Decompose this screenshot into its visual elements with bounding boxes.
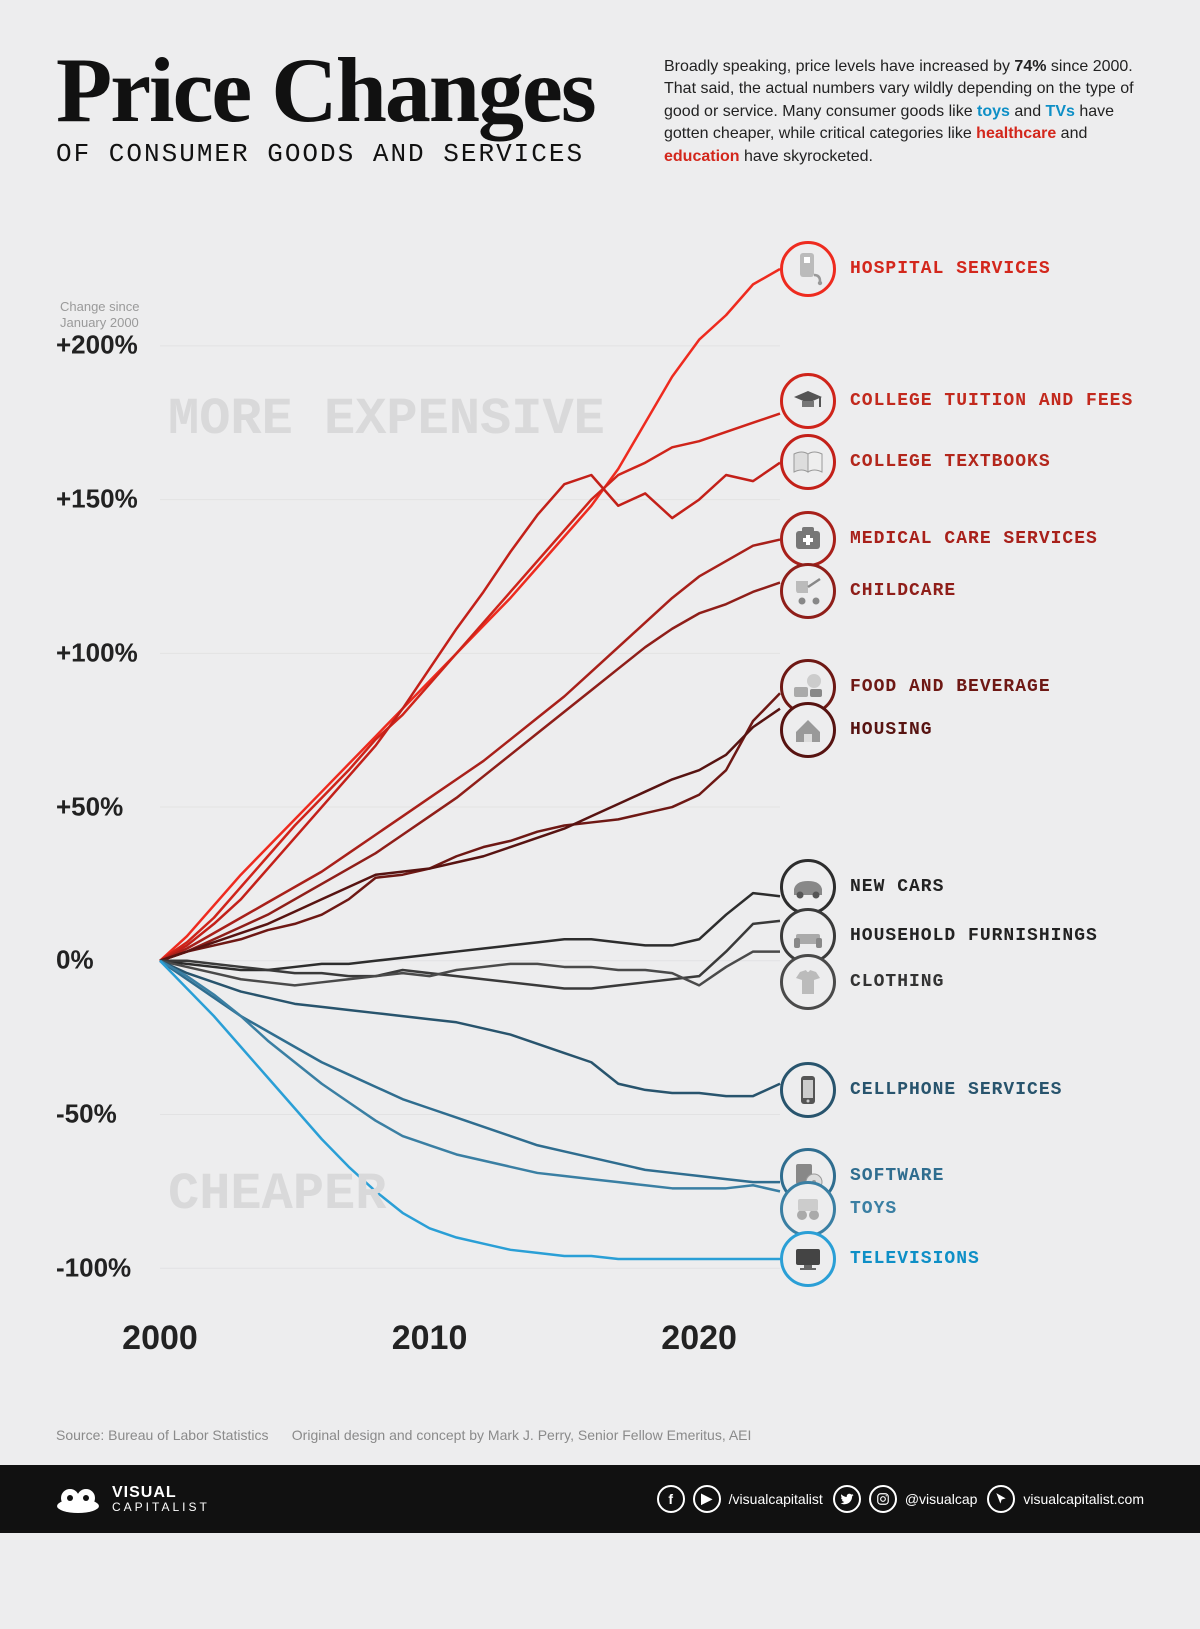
series-name: HOSPITAL SERVICES: [850, 259, 1051, 279]
series-label-clothing: CLOTHING: [780, 954, 944, 1010]
series-name: TELEVISIONS: [850, 1249, 980, 1269]
series-label-toys: TOYS: [780, 1181, 897, 1237]
intro-highlight-red: healthcare: [976, 125, 1056, 142]
x-tick-label: 2020: [661, 1319, 737, 1358]
background-word-cheaper: CHEAPER: [168, 1165, 386, 1224]
intro-text: Broadly speaking, price levels have incr…: [664, 48, 1144, 168]
car-icon: [780, 859, 836, 915]
title-block: Price Changes OF CONSUMER GOODS AND SERV…: [56, 48, 595, 169]
series-label-medical: MEDICAL CARE SERVICES: [780, 511, 1098, 567]
series-label-hospital: HOSPITAL SERVICES: [780, 241, 1051, 297]
social-group: @visualcap: [833, 1485, 978, 1513]
series-label-housing: HOUSING: [780, 702, 933, 758]
socials: f ▶ /visualcapitalist @visualcap visualc…: [657, 1485, 1144, 1513]
series-name: CLOTHING: [850, 972, 944, 992]
series-name: HOUSING: [850, 720, 933, 740]
chart-area: Change sinceJanuary 2000 -100% -50% 0% +50% +…: [20, 209, 1180, 1409]
phone-icon: [780, 1062, 836, 1118]
gradcap-icon: [780, 373, 836, 429]
series-name: CELLPHONE SERVICES: [850, 1080, 1062, 1100]
axis-note: Change sinceJanuary 2000: [60, 299, 140, 330]
x-tick-label: 2000: [122, 1319, 198, 1358]
series-furnish: [160, 920, 780, 988]
brand: VISUAL CAPITALIST: [56, 1484, 210, 1514]
social-handle: @visualcap: [905, 1491, 978, 1507]
series-textbooks: [160, 462, 780, 960]
series-label-childcare: CHILDCARE: [780, 563, 956, 619]
series-hospital: [160, 269, 780, 961]
series-name: MEDICAL CARE SERVICES: [850, 529, 1098, 549]
source-line: Source: Bureau of Labor Statistics Origi…: [0, 1409, 1200, 1465]
brand-text: VISUAL CAPITALIST: [112, 1485, 210, 1513]
brand-text-top: VISUAL: [112, 1485, 210, 1501]
tv-icon: [780, 1231, 836, 1287]
series-tuition: [160, 413, 780, 960]
house-icon: [780, 702, 836, 758]
y-tick-label: +150%: [56, 484, 138, 515]
x-tick-label: 2010: [392, 1319, 468, 1358]
y-tick-label: +200%: [56, 330, 138, 361]
series-label-tv: TELEVISIONS: [780, 1231, 980, 1287]
page-title: Price Changes: [56, 48, 595, 133]
series-cars: [160, 893, 780, 970]
series-name: COLLEGE TUITION AND FEES: [850, 391, 1133, 411]
toys-icon: [780, 1181, 836, 1237]
stroller-icon: [780, 563, 836, 619]
brand-logo-icon: [56, 1484, 100, 1514]
instagram-icon[interactable]: [869, 1485, 897, 1513]
intro-highlight-blue: TVs: [1046, 103, 1075, 120]
social-group: f ▶ /visualcapitalist: [657, 1485, 823, 1513]
series-name: TOYS: [850, 1199, 897, 1219]
intro-highlight-blue: toys: [977, 103, 1010, 120]
series-label-tuition: COLLEGE TUITION AND FEES: [780, 373, 1133, 429]
y-tick-label: -100%: [56, 1252, 131, 1283]
series-name: FOOD AND BEVERAGE: [850, 677, 1051, 697]
social-group: visualcapitalist.com: [987, 1485, 1144, 1513]
y-tick-label: 0%: [56, 945, 94, 976]
header: Price Changes OF CONSUMER GOODS AND SERV…: [0, 0, 1200, 179]
youtube-icon[interactable]: ▶: [693, 1485, 721, 1513]
medkit-icon: [780, 511, 836, 567]
y-tick-label: -50%: [56, 1099, 117, 1130]
page-subtitle: OF CONSUMER GOODS AND SERVICES: [56, 139, 595, 169]
series-name: COLLEGE TEXTBOOKS: [850, 452, 1051, 472]
intro-seg: and: [1056, 125, 1087, 142]
series-medical: [160, 539, 780, 960]
intro-bold: 74%: [1014, 58, 1046, 75]
book-icon: [780, 434, 836, 490]
series-label-cars: NEW CARS: [780, 859, 944, 915]
footer: VISUAL CAPITALIST f ▶ /visualcapitalist …: [0, 1465, 1200, 1533]
intro-seg: and: [1010, 103, 1046, 120]
page: Price Changes OF CONSUMER GOODS AND SERV…: [0, 0, 1200, 1533]
series-label-textbooks: COLLEGE TEXTBOOKS: [780, 434, 1051, 490]
intro-seg: have skyrocketed.: [740, 148, 873, 165]
twitter-icon[interactable]: [833, 1485, 861, 1513]
y-tick-label: +50%: [56, 791, 123, 822]
background-word-more: MORE EXPENSIVE: [168, 390, 605, 449]
cursor-icon[interactable]: [987, 1485, 1015, 1513]
source-right: Original design and concept by Mark J. P…: [292, 1427, 752, 1443]
intro-seg: Broadly speaking, price levels have incr…: [664, 58, 1014, 75]
series-name: NEW CARS: [850, 877, 944, 897]
series-label-cell: CELLPHONE SERVICES: [780, 1062, 1062, 1118]
shirt-icon: [780, 954, 836, 1010]
intro-highlight-red: education: [664, 148, 740, 165]
series-housing: [160, 708, 780, 960]
series-name: HOUSEHOLD FURNISHINGS: [850, 926, 1098, 946]
facebook-icon[interactable]: f: [657, 1485, 685, 1513]
brand-text-bottom: CAPITALIST: [112, 1501, 210, 1513]
social-handle: /visualcapitalist: [729, 1491, 823, 1507]
social-handle: visualcapitalist.com: [1023, 1491, 1144, 1507]
y-tick-label: +100%: [56, 637, 138, 668]
source-left: Source: Bureau of Labor Statistics: [56, 1427, 268, 1443]
hospital-icon: [780, 241, 836, 297]
series-name: CHILDCARE: [850, 581, 956, 601]
